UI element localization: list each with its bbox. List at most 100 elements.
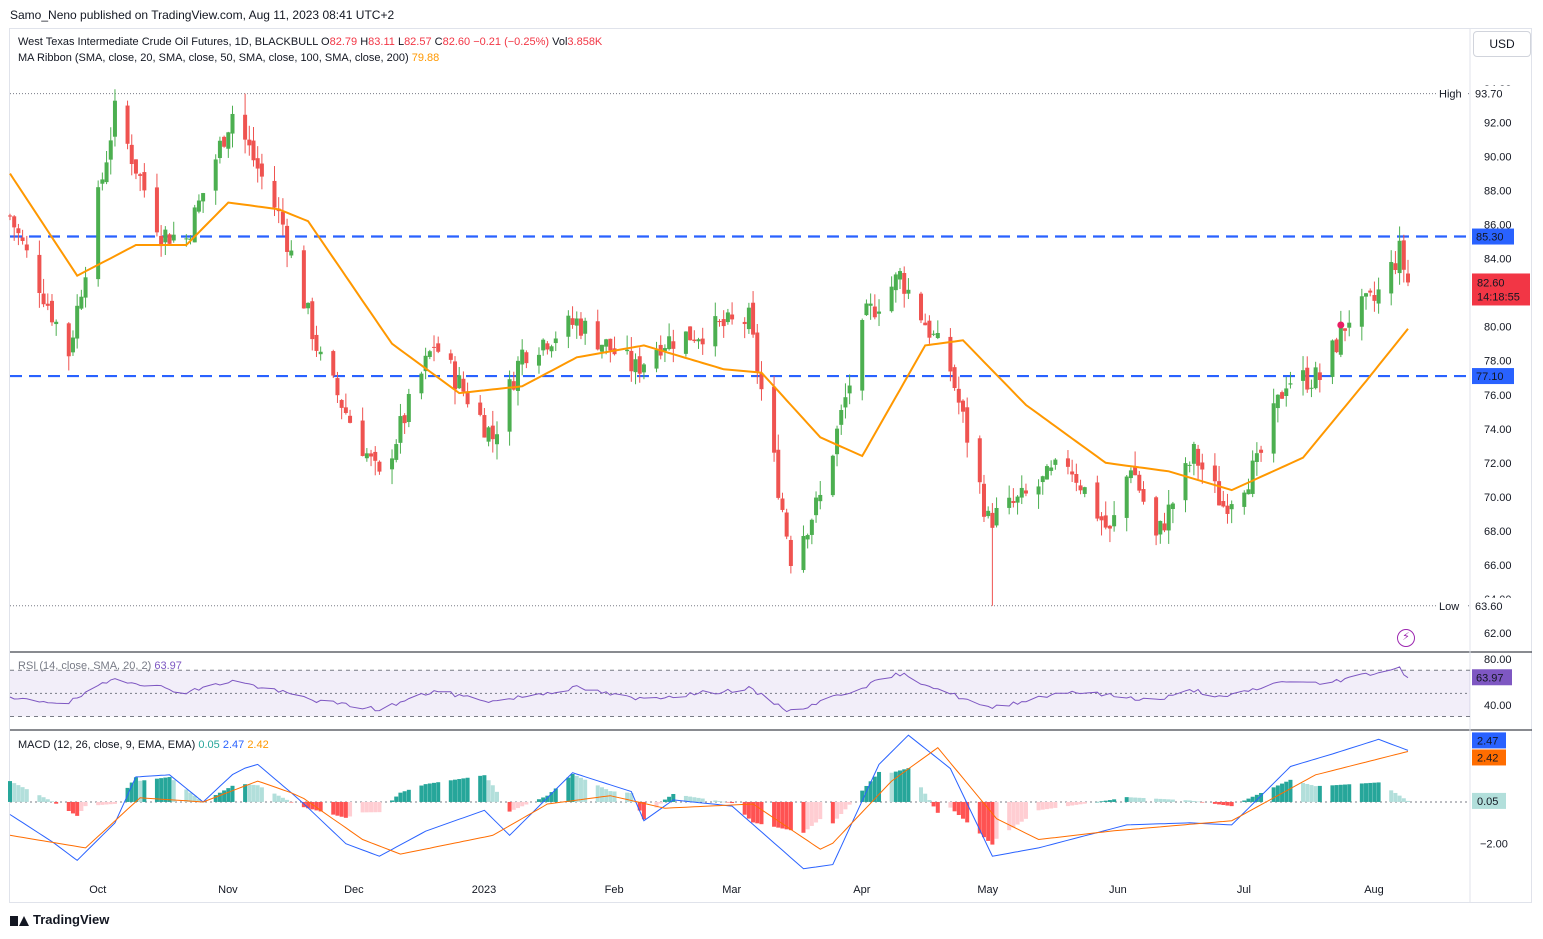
candle-body [927, 320, 932, 338]
price-tick-label: 78.00 [1484, 356, 1512, 368]
candle-body [423, 355, 428, 372]
candle-body [1242, 492, 1247, 507]
macd-histogram-bar [1217, 801, 1222, 805]
candle-body [1280, 392, 1285, 399]
candle-body [129, 144, 134, 165]
macd-histogram-bar [688, 796, 693, 802]
ma-legend: MA Ribbon (SMA, close, 20, SMA, close, 5… [18, 52, 439, 64]
macd-histogram-bar [251, 784, 256, 802]
macd-histogram-bar [1049, 801, 1054, 809]
candle-body [45, 303, 50, 306]
footer-brand-text: TradingView [33, 912, 110, 927]
candle-body [1305, 367, 1310, 390]
macd-histogram-bar [788, 801, 793, 831]
candle-body [814, 497, 819, 516]
lightning-icon[interactable]: ⚡ [1397, 629, 1415, 647]
macd-title[interactable]: MACD (12, 26, close, 9, EMA, EMA) [18, 739, 196, 751]
macd-histogram-bar [860, 790, 865, 802]
time-tick-label: Jun [1109, 884, 1127, 896]
candle-body [478, 402, 483, 415]
ma-title[interactable]: MA Ribbon (SMA, close, 20, SMA, close, 5… [18, 52, 409, 64]
candle-body [1036, 486, 1041, 495]
candle-body [448, 353, 453, 360]
candle-body [1107, 525, 1112, 529]
macd-histogram-bar [1406, 800, 1410, 802]
macd-histogram-bar [1128, 797, 1133, 802]
candle-body [192, 207, 197, 243]
chart-frame[interactable] [9, 28, 1532, 903]
macd-histogram-bar [8, 781, 12, 802]
macd-histogram-bar [243, 784, 248, 802]
candle-body [772, 386, 777, 453]
macd-histogram-bar [1288, 779, 1293, 802]
candle-body [272, 180, 277, 208]
rsi-title[interactable]: RSI (14, close, SMA, 20, 2) [18, 660, 152, 672]
macd-histogram-bar [696, 797, 701, 802]
candle-body [482, 415, 487, 438]
candle-body [1074, 474, 1079, 483]
macd-histogram-bar [1229, 801, 1234, 807]
macd-histogram-bar [394, 796, 399, 802]
rsi-tick-label: 40.00 [1484, 700, 1512, 712]
macd-histogram-bar [1242, 800, 1247, 802]
candle-body [289, 250, 294, 256]
candle-body [948, 336, 953, 372]
currency-button[interactable]: USD [1473, 31, 1531, 57]
candle-body [746, 307, 751, 330]
candle-body [217, 140, 222, 159]
macd-histogram-bar [725, 801, 730, 803]
macd-histogram-bar [285, 799, 290, 802]
macd-histogram-bar [255, 785, 260, 802]
candle-body [465, 391, 470, 405]
candle-body [671, 341, 676, 349]
candle-body [1309, 387, 1314, 389]
candle-body [898, 271, 903, 280]
candle-body [595, 321, 600, 350]
candle-body [1229, 504, 1234, 510]
symbol-title[interactable]: West Texas Intermediate Crude Oil Future… [18, 36, 318, 48]
macd-histogram-bar [108, 801, 113, 805]
macd-histogram-bar [364, 801, 369, 813]
macd-histogram-bar [217, 792, 222, 802]
macd-histogram-bar [272, 793, 277, 802]
candle-body [713, 316, 718, 347]
macd-histogram-bar [889, 772, 894, 802]
candle-body [8, 215, 12, 217]
last-price-tag [1472, 273, 1530, 306]
macd-histogram-bar [1107, 800, 1112, 802]
candle-body [20, 237, 25, 242]
level-price-tag [1472, 368, 1514, 385]
high-tag-bg [1436, 85, 1466, 102]
macd-histogram-bar [1271, 787, 1276, 802]
candle-body [1301, 370, 1306, 381]
macd-histogram-bar [259, 787, 264, 802]
macd-line-tag [1472, 732, 1506, 749]
publisher-caption: Samo_Neno published on TradingView.com, … [10, 8, 395, 22]
macd-histogram-bar [24, 789, 29, 802]
candle-body [163, 229, 168, 243]
macd-histogram-bar [1015, 801, 1020, 825]
candle-body [625, 349, 630, 352]
price-tick-label: 88.00 [1484, 186, 1512, 198]
candle-body [1023, 490, 1028, 494]
rsi-value-tag [1472, 669, 1512, 686]
candle-body [1288, 383, 1293, 385]
candle-body [986, 510, 991, 517]
candle-body [1044, 466, 1049, 480]
macd-histogram-bar [906, 768, 911, 802]
candle-body [419, 373, 424, 394]
close-value: 82.60 [442, 36, 471, 48]
macd-histogram-bar [641, 801, 646, 820]
candle-body [171, 234, 176, 241]
macd-histogram-bar [595, 785, 600, 802]
candle-body [373, 451, 378, 461]
candle-body [398, 416, 403, 443]
time-tick-label: May [977, 884, 998, 896]
time-tick-label: 2023 [472, 884, 496, 896]
macd-histogram-bar [1259, 792, 1264, 802]
macd-histogram-bar [1221, 801, 1226, 805]
macd-histogram-bar [154, 778, 159, 802]
macd-histogram-bar [427, 783, 432, 802]
macd-histogram-bar [1137, 797, 1142, 802]
